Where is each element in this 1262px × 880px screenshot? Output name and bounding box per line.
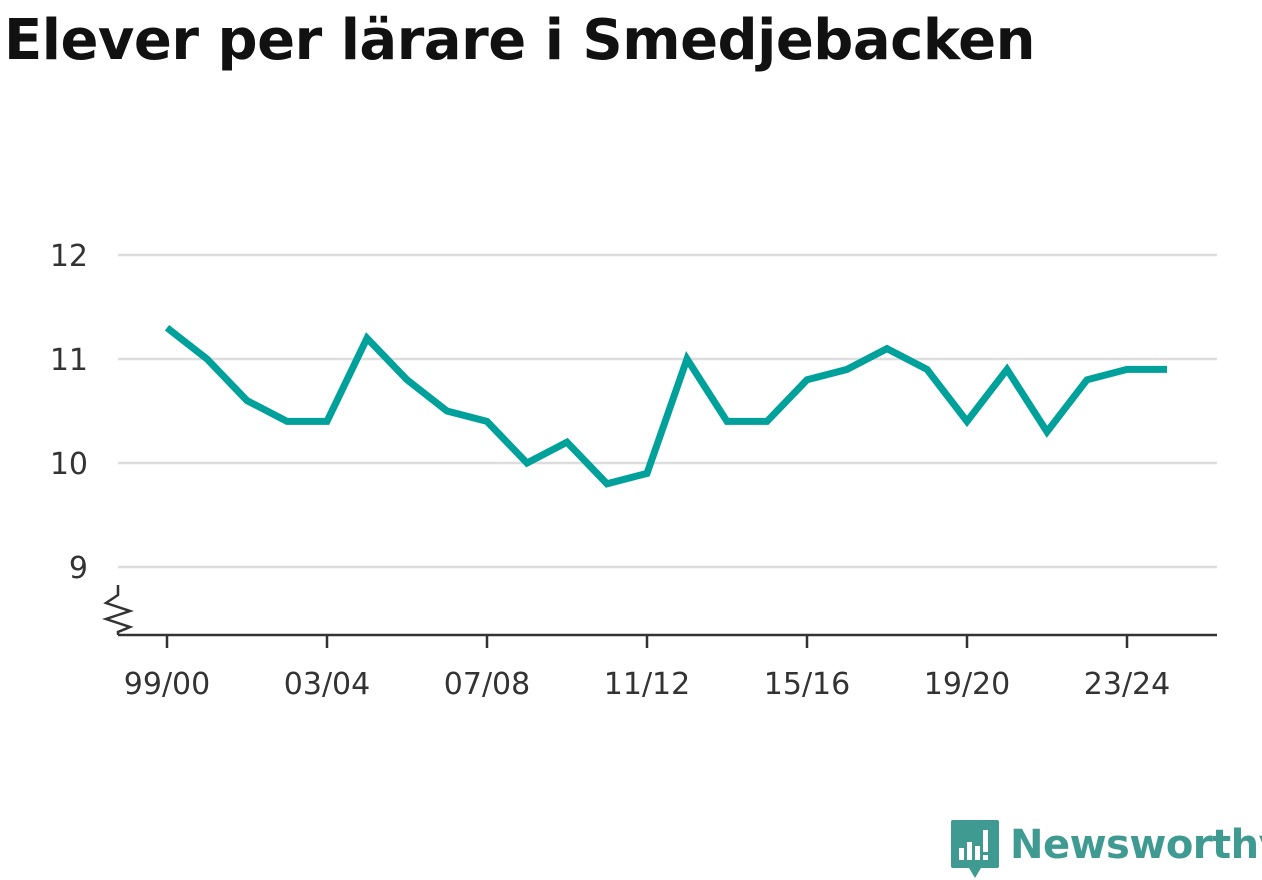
brand-logo: Newsworthy	[950, 818, 1262, 880]
newsworthy-logo-icon	[951, 820, 999, 878]
x-tick-label: 03/04	[284, 667, 370, 702]
y-tick-label: 11	[50, 343, 88, 378]
y-tick-label: 9	[69, 551, 88, 586]
y-axis-ticks: 9 10 11 12	[50, 239, 88, 586]
x-tick-label: 11/12	[604, 667, 690, 702]
brand-name: Newsworthy	[1010, 822, 1262, 868]
y-tick-label: 10	[50, 447, 88, 482]
y-axis-break-icon	[102, 585, 134, 635]
x-tick-label: 23/24	[1084, 667, 1170, 702]
chart-title: Elever per lärare i Smedjebacken	[4, 8, 1035, 73]
y-tick-label: 12	[50, 239, 88, 274]
x-tick-label: 07/08	[444, 667, 530, 702]
gridlines	[118, 253, 1217, 569]
x-axis-ticks: 99/00 03/04 07/08 11/12 15/16 19/20 23/24	[124, 635, 1170, 702]
x-tick-label: 99/00	[124, 667, 210, 702]
series-line	[164, 325, 1167, 488]
line-chart: 9 10 11 12 99/00 03/04 07/08 11/12 15/16 19/20 23…	[50, 239, 1217, 702]
x-tick-label: 15/16	[764, 667, 850, 702]
series-group	[164, 325, 1167, 488]
x-tick-label: 19/20	[924, 667, 1010, 702]
